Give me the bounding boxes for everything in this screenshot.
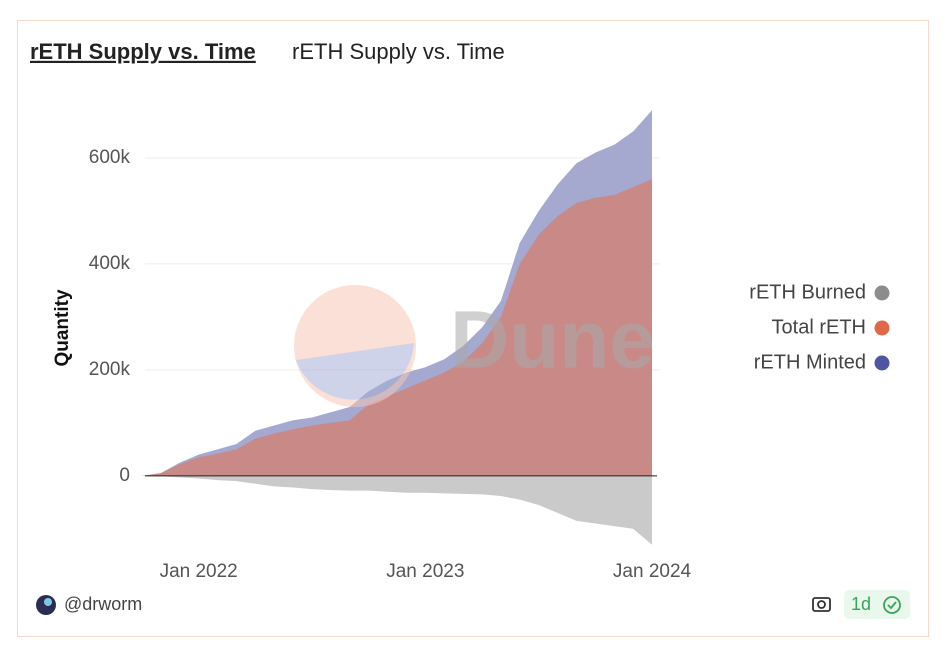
axes: 0 200k 400k 600k Jan 2022 Jan 2023 Jan 2024 rET… <box>89 147 890 582</box>
chart-subtitle: rETH Supply vs. Time <box>292 39 505 64</box>
legend-swatch <box>874 355 890 371</box>
x-tick-label: Jan 2024 <box>613 561 692 582</box>
watermark-logo-part <box>296 343 414 400</box>
author[interactable]: @drworm <box>64 594 142 614</box>
area <box>142 179 652 476</box>
check-icon <box>883 596 901 614</box>
camera-icon[interactable] <box>812 597 831 612</box>
legend-label: rETH Minted <box>754 351 866 373</box>
legend-swatch <box>874 320 890 336</box>
y-tick-label: 400k <box>89 253 131 274</box>
y-axis-label: Quantity <box>52 289 73 366</box>
x-tick-label: Jan 2022 <box>160 561 238 582</box>
x-tick-label: Jan 2023 <box>386 561 464 582</box>
card-border <box>17 20 929 637</box>
area <box>142 475 652 545</box>
y-tick-label: 200k <box>89 359 131 380</box>
legend-swatch <box>874 285 890 301</box>
avatar-detail <box>44 598 52 606</box>
y-tick-label: 0 <box>119 465 130 486</box>
chart-title[interactable]: rETH Supply vs. Time <box>30 39 256 64</box>
watermark-text: Dune <box>450 295 655 386</box>
watermark: Dune <box>294 285 655 407</box>
y-tick-label: 600k <box>89 147 131 168</box>
legend-label: Total rETH <box>772 316 866 338</box>
age: 1d <box>851 594 871 614</box>
plot <box>142 110 660 545</box>
legend-label: rETH Burned <box>749 281 866 303</box>
